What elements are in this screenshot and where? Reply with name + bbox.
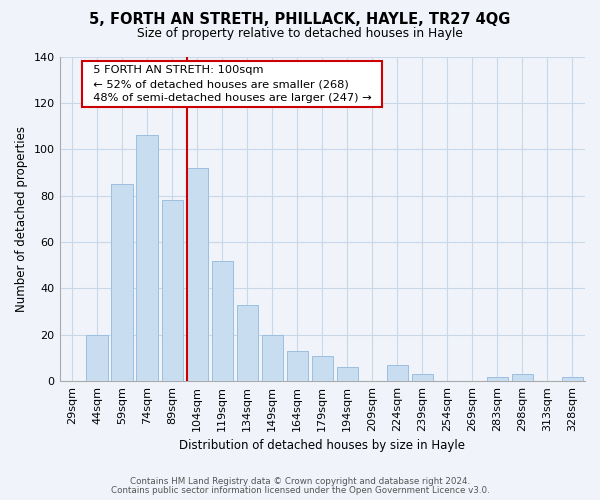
Bar xyxy=(337,368,358,381)
Bar xyxy=(562,376,583,381)
Text: 5, FORTH AN STRETH, PHILLACK, HAYLE, TR27 4QG: 5, FORTH AN STRETH, PHILLACK, HAYLE, TR2… xyxy=(89,12,511,28)
Bar xyxy=(311,356,333,381)
Bar xyxy=(112,184,133,381)
Bar xyxy=(512,374,533,381)
Text: Contains HM Land Registry data © Crown copyright and database right 2024.: Contains HM Land Registry data © Crown c… xyxy=(130,477,470,486)
Text: 5 FORTH AN STRETH: 100sqm
  ← 52% of detached houses are smaller (268)
  48% of : 5 FORTH AN STRETH: 100sqm ← 52% of detac… xyxy=(86,64,379,104)
Bar xyxy=(412,374,433,381)
Bar xyxy=(86,335,108,381)
Bar xyxy=(262,335,283,381)
Bar xyxy=(287,351,308,381)
Bar xyxy=(212,260,233,381)
Bar xyxy=(236,304,258,381)
Text: Contains public sector information licensed under the Open Government Licence v3: Contains public sector information licen… xyxy=(110,486,490,495)
X-axis label: Distribution of detached houses by size in Hayle: Distribution of detached houses by size … xyxy=(179,440,465,452)
Bar xyxy=(487,376,508,381)
Bar xyxy=(161,200,183,381)
Y-axis label: Number of detached properties: Number of detached properties xyxy=(15,126,28,312)
Text: Size of property relative to detached houses in Hayle: Size of property relative to detached ho… xyxy=(137,28,463,40)
Bar xyxy=(136,136,158,381)
Bar xyxy=(387,365,408,381)
Bar xyxy=(187,168,208,381)
